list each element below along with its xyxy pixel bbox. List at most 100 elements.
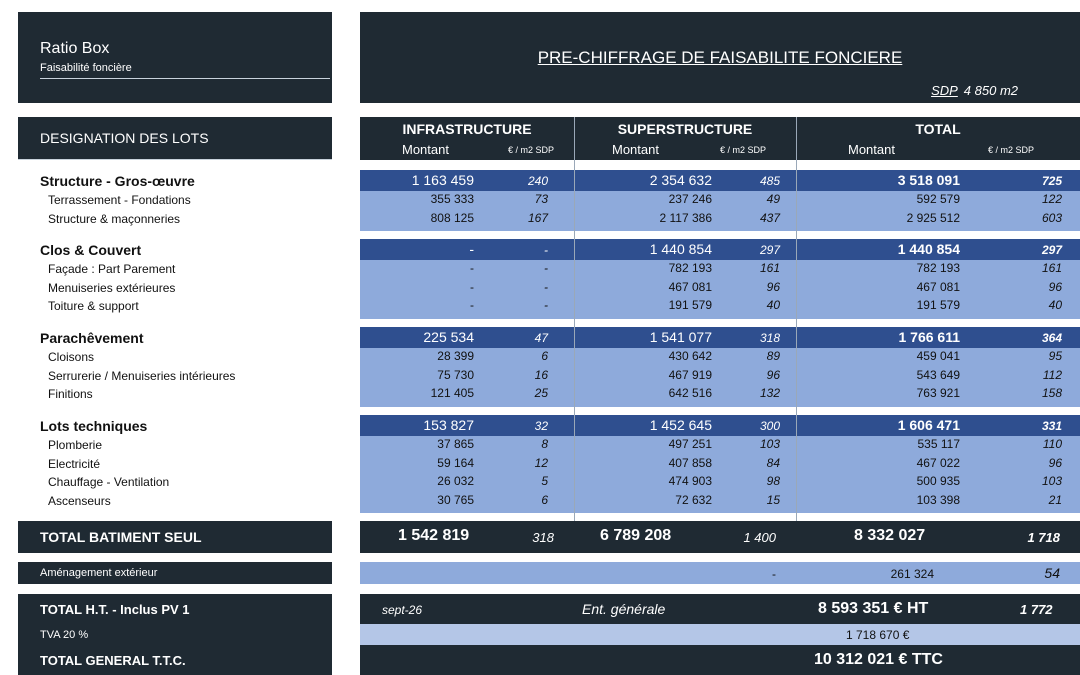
- lot-cell: 40: [1048, 298, 1062, 312]
- lot-label: Plomberie: [48, 438, 103, 452]
- lot-cell: 497 251: [668, 437, 712, 451]
- total-header: TOTAL Montant € / m2 SDP: [796, 117, 1080, 160]
- lot-cell: 59 164: [437, 455, 474, 470]
- section-cell: 1 440 854: [649, 241, 712, 257]
- lot-cell: 2 117 386: [659, 210, 713, 225]
- total-ttc-label: TOTAL GENERAL T.T.C.: [40, 653, 186, 668]
- section-cell: 2 354 632: [649, 172, 712, 188]
- lot-cell: 103 398: [916, 492, 960, 507]
- amenagement-total: 261 324: [890, 567, 934, 581]
- total-ht-date: sept-26: [382, 603, 423, 617]
- lot-cell: -: [470, 261, 474, 275]
- lot-cell: 500 935: [916, 474, 960, 488]
- lot-cell: 237 246: [668, 192, 712, 206]
- total-per-m2: € / m2 SDP: [988, 145, 1035, 155]
- infra-title: INFRASTRUCTURE: [402, 121, 532, 137]
- total-ht-label: TOTAL H.T. - Inclus PV 1: [40, 602, 190, 617]
- lot-cell: 96: [1048, 455, 1062, 470]
- lot-cell: -: [470, 298, 474, 312]
- lot-cell: 40: [766, 298, 780, 312]
- section-label: Lots techniques: [40, 418, 148, 434]
- total-batiment-label: TOTAL BATIMENT SEUL: [40, 529, 202, 545]
- lot-cell: 121 405: [430, 386, 474, 400]
- lot-cell: 122: [1041, 192, 1062, 206]
- section-label: Structure - Gros-œuvre: [40, 173, 195, 189]
- total-batiment-total: 8 332 027: [854, 527, 926, 544]
- designation-label: DESIGNATION DES LOTS: [40, 130, 209, 146]
- lot-cell: -: [544, 261, 548, 275]
- lot-label: Toiture & support: [48, 299, 139, 313]
- lot-label: Serrurerie / Menuiseries intérieures: [48, 368, 236, 383]
- lot-cell: 132: [759, 386, 780, 400]
- lot-cell: 5: [541, 474, 548, 488]
- lot-cell: 8: [541, 437, 548, 451]
- total-batiment-infra-per: 318: [532, 530, 554, 545]
- section-row: 153 827 32 1 452 645 300 1 606 471 331: [360, 415, 1080, 436]
- section-cell: 32: [534, 419, 548, 433]
- sdp-label: SDP: [931, 83, 958, 98]
- infra-per-m2: € / m2 SDP: [508, 145, 555, 155]
- amenagement-super: -: [772, 567, 776, 581]
- section-cell: 47: [534, 331, 548, 345]
- lot-cell: -: [544, 279, 548, 294]
- title-box: PRE-CHIFFRAGE DE FAISABILITE FONCIERE SD…: [360, 12, 1080, 103]
- section-cell: -: [469, 241, 474, 257]
- super-header: SUPERSTRUCTURE Montant € / m2 SDP: [574, 117, 796, 160]
- lot-cell: 2 925 512: [906, 210, 960, 225]
- section-cell: 297: [759, 243, 780, 257]
- lot-label: Terrassement - Fondations: [48, 193, 191, 207]
- lot-cell: 96: [1048, 279, 1062, 294]
- section-cell: 153 827: [423, 417, 474, 433]
- total-batiment-super: 6 789 208: [600, 527, 672, 544]
- lot-cell: 191 579: [916, 298, 960, 312]
- lot-cell: 103: [759, 437, 780, 451]
- lot-label: Chauffage - Ventilation: [48, 475, 170, 489]
- lot-cell: 25: [534, 386, 548, 400]
- lot-cell: 763 921: [916, 386, 960, 400]
- total-batiment-total-per: 1 718: [1027, 530, 1060, 545]
- section-sub-block: - - 782 193 161 782 193 161 - - 467 081 96 467 081…: [360, 260, 1080, 319]
- infra-header: INFRASTRUCTURE Montant € / m2 SDP: [360, 117, 574, 160]
- lot-label: Electricité: [48, 456, 101, 471]
- lot-cell: 158: [1041, 386, 1062, 400]
- total-batiment-infra: 1 542 819: [398, 527, 470, 544]
- lot-cell: 467 081: [916, 279, 960, 294]
- lot-cell: 28 399: [437, 349, 474, 363]
- section-label: Clos & Couvert: [40, 242, 142, 258]
- section-sub-block: 28 399 6 430 642 89 459 041 95 75 730 16 467 919…: [360, 348, 1080, 407]
- section-sub-block: 355 333 73 237 246 49 592 579 122 808 125 167 2 …: [360, 191, 1080, 231]
- amenagement-per: 54: [1044, 565, 1060, 581]
- lot-cell: 95: [1048, 349, 1062, 363]
- lot-cell: 592 579: [916, 192, 960, 206]
- section-cell: 240: [527, 174, 548, 188]
- totals-label-box: TOTAL H.T. - Inclus PV 1 TVA 20 % TOTAL …: [18, 594, 332, 675]
- super-montant: Montant: [612, 142, 659, 157]
- section-cell: 485: [759, 174, 780, 188]
- lot-cell: 474 903: [668, 474, 712, 488]
- lot-cell: 467 919: [668, 367, 712, 382]
- lot-label: Ascenseurs: [48, 493, 111, 508]
- lot-cell: 16: [534, 367, 548, 382]
- total-ttc-row: 10 312 021 € TTC: [360, 645, 1080, 675]
- infra-montant: Montant: [402, 142, 449, 157]
- lot-cell: 26 032: [437, 474, 474, 488]
- lot-cell: 98: [766, 474, 780, 488]
- total-batiment-row: 1 542 819 318 6 789 208 1 400 8 332 027 …: [360, 521, 1080, 553]
- page-title: PRE-CHIFFRAGE DE FAISABILITE FONCIERE: [537, 48, 903, 67]
- lot-cell: 6: [541, 349, 548, 363]
- section-cell: -: [544, 243, 548, 257]
- super-title: SUPERSTRUCTURE: [617, 121, 753, 137]
- brand-divider: [40, 78, 330, 79]
- lot-label: Menuiseries extérieures: [48, 280, 176, 295]
- lot-cell: 543 649: [916, 367, 960, 382]
- lot-cell: 603: [1041, 210, 1062, 225]
- total-title: TOTAL: [915, 121, 961, 137]
- lot-cell: 437: [759, 210, 780, 225]
- section-row: 225 534 47 1 541 077 318 1 766 611 364: [360, 327, 1080, 348]
- section-cell: 364: [1041, 331, 1062, 345]
- lot-cell: 642 516: [668, 386, 712, 400]
- lot-cell: 535 117: [917, 437, 961, 451]
- lot-cell: 407 858: [668, 455, 712, 470]
- lot-cell: 782 193: [668, 261, 712, 275]
- lot-label: Façade : Part Parement: [48, 262, 176, 276]
